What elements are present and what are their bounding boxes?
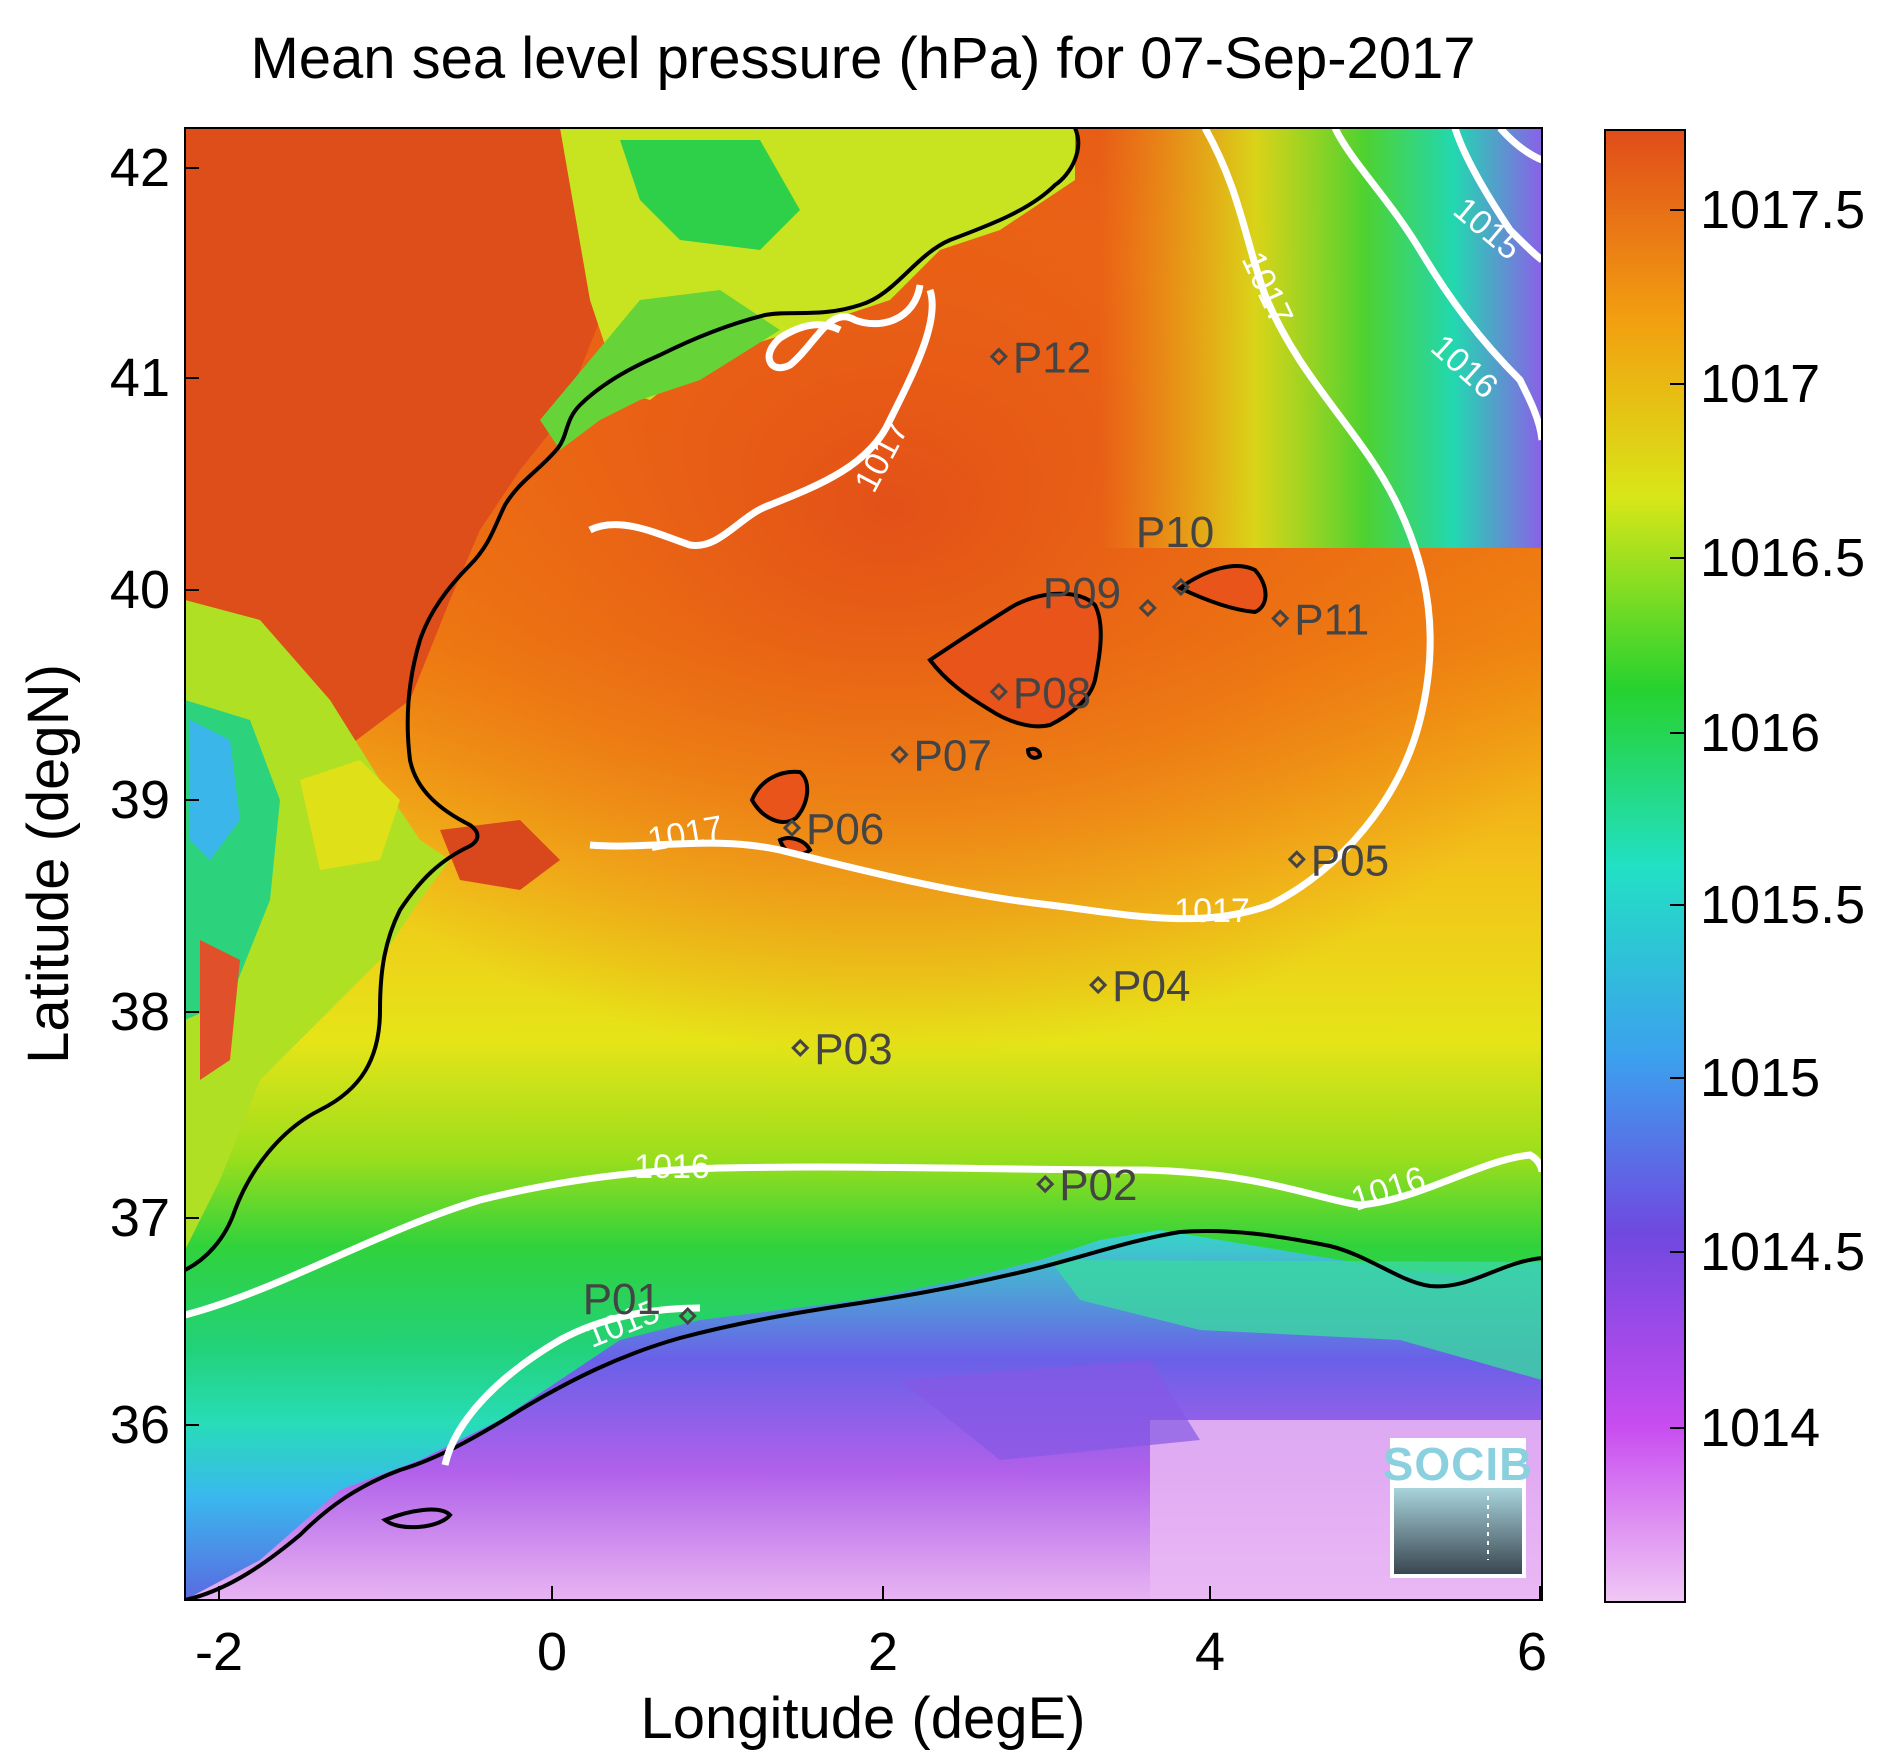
station-label: P07: [914, 732, 992, 781]
pressure-contours: [185, 128, 1542, 1466]
y-tick-label: 40: [110, 560, 170, 620]
station-marker: [791, 1038, 810, 1058]
x-tick-label: 2: [868, 1622, 898, 1682]
x-tick-label: -2: [195, 1622, 243, 1682]
station-label: P02: [1059, 1161, 1137, 1210]
colorbar-tick-label: 1015: [1700, 1048, 1820, 1108]
colorbar-tick-label: 1016: [1700, 703, 1820, 763]
y-tick-label: 38: [110, 982, 170, 1042]
colorbar-tick-label: 1014: [1700, 1398, 1820, 1458]
station-marker: [1089, 975, 1108, 995]
contour-label: 1017: [1174, 892, 1250, 930]
colorbar-tick: 1016.5: [1670, 528, 1865, 588]
y-tick-label: 42: [110, 138, 170, 198]
cabrera-island: [1025, 746, 1043, 760]
y-tick: 41: [110, 348, 199, 408]
y-tick: 39: [110, 770, 199, 830]
y-tick: 37: [110, 1188, 199, 1248]
station-marker: [678, 1306, 697, 1326]
contour-label: 1016: [634, 1148, 710, 1186]
northeast-gradient: [1100, 128, 1542, 548]
colorbar-tick: 1017: [1670, 354, 1820, 414]
colorbar-gradient: [1604, 129, 1686, 1603]
station-label: P12: [1013, 334, 1091, 383]
x-tick-label: 0: [537, 1622, 567, 1682]
colorbar-tick-label: 1017.5: [1700, 180, 1865, 240]
colorbar-tick: 1015.5: [1670, 875, 1865, 935]
y-tick: 36: [110, 1395, 199, 1455]
ibiza-island: [749, 769, 810, 824]
x-tick: -2: [195, 1586, 243, 1682]
contour-1015-south: [441, 1304, 701, 1466]
socib-logo: SOCIB: [1383, 1438, 1534, 1578]
coastlines: [185, 128, 1542, 1600]
map-plot-area: 1017 1017 1017 1017 1017 1016 1016 1016 …: [185, 128, 1542, 1600]
contour-1017-upper: [588, 288, 936, 549]
y-tick-label: 39: [110, 770, 170, 830]
colorbar-tick: 1015: [1670, 1048, 1820, 1108]
colorbar-tick: 1014: [1670, 1398, 1820, 1458]
x-axis-label: Longitude (degE): [641, 1686, 1086, 1751]
station-label: P08: [1013, 669, 1091, 718]
station-label: P09: [1043, 569, 1121, 618]
x-tick: 6: [1517, 1586, 1547, 1682]
contour-1017-iberia: [765, 284, 924, 372]
x-tick: 0: [537, 1586, 567, 1682]
station-label: P11: [1294, 595, 1369, 644]
y-tick-label: 37: [110, 1188, 170, 1248]
menorca-island: [1176, 564, 1268, 615]
station-label: P05: [1311, 836, 1389, 885]
colorbar-tick-label: 1014.5: [1700, 1222, 1865, 1282]
chart-title: Mean sea level pressure (hPa) for 07-Sep…: [250, 26, 1475, 91]
contour-1017-main: [589, 128, 1434, 923]
station-marker: [1138, 598, 1157, 618]
station-label: P03: [814, 1025, 892, 1074]
station-marker: [890, 745, 909, 764]
station-marker: [1287, 850, 1306, 869]
x-tick: 4: [1195, 1586, 1225, 1682]
station-marker: [1171, 577, 1191, 597]
y-tick-label: 36: [110, 1395, 170, 1455]
x-tick-label: 6: [1517, 1622, 1547, 1682]
station-markers: P01 P02 P03 P04 P05 P06 P07 P08 P09 P10 P11 P12: [583, 334, 1389, 1326]
x-tick: 2: [868, 1586, 898, 1682]
contour-1016-south: [185, 1151, 1542, 1319]
station-label: P10: [1136, 508, 1214, 557]
y-tick: 42: [110, 138, 199, 198]
x-axis: -2 0 2 4 6: [195, 1586, 1547, 1682]
colorbar-tick-label: 1016.5: [1700, 528, 1865, 588]
station-label: P06: [806, 805, 884, 854]
y-tick: 40: [110, 560, 199, 620]
station-marker: [1036, 1174, 1055, 1194]
contour-1015-northeast: [1451, 128, 1542, 263]
station-marker: [782, 818, 802, 838]
y-tick-label: 41: [110, 348, 170, 408]
socib-logo-text: SOCIB: [1383, 1438, 1534, 1490]
mallorca-island: [927, 591, 1103, 729]
station-marker: [989, 682, 1008, 701]
plot-frame: [184, 127, 1543, 1601]
colorbar-tick-label: 1015.5: [1700, 875, 1865, 935]
station-label: P01: [583, 1275, 661, 1324]
station-label: P04: [1112, 962, 1190, 1011]
station-marker: [989, 347, 1008, 366]
colorbar: 1014 1014.5 1015 1015.5 1016 1016.5 1017: [1604, 129, 1865, 1603]
colorbar-tick-label: 1017: [1700, 354, 1820, 414]
station-marker: [1271, 609, 1290, 628]
y-tick: 38: [110, 982, 199, 1042]
y-axis: 36 37 38 39 40 41 42: [110, 138, 199, 1455]
x-tick-label: 4: [1195, 1622, 1225, 1682]
y-axis-label: Latitude (degN): [16, 664, 81, 1064]
colorbar-tick: 1016: [1670, 703, 1820, 763]
colorbar-tick: 1017.5: [1670, 180, 1865, 240]
contour-1016-northeast: [1331, 128, 1542, 441]
contour-1015-corner: [1497, 128, 1542, 164]
colorbar-tick: 1014.5: [1670, 1222, 1865, 1282]
iberia-land: [185, 128, 1075, 1250]
